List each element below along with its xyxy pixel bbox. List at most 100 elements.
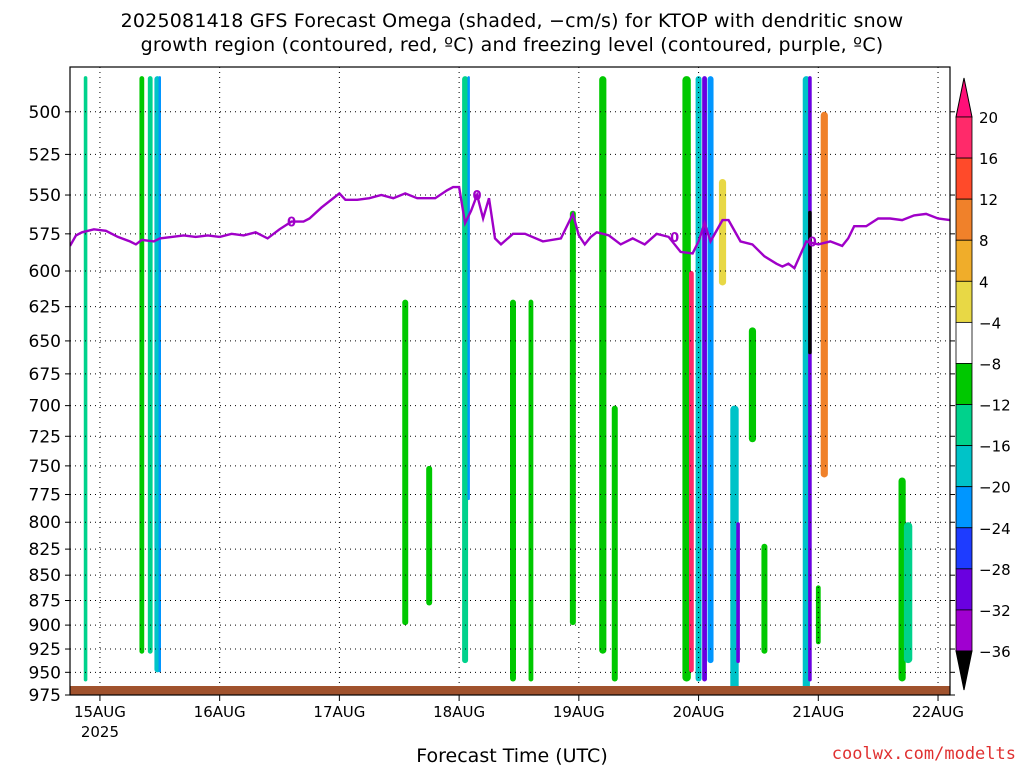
y-tick-label: 825 [29,540,61,560]
colorbar-label: −28 [979,561,1011,579]
colorbar-label: 4 [979,273,989,291]
omega-cell [95,76,100,328]
omega-cell [467,76,470,501]
colorbar-band [955,527,973,570]
omega-cell [682,76,691,682]
omega-cell [139,76,145,654]
omega-cell [648,210,654,478]
colorbar-band [955,609,973,652]
x-axis-ticks: 15AUG 16AUG 17AUG 18AUG 19AUG 20AUG 21AUG 22AUG… [74,695,964,741]
colorbar-band [955,116,973,159]
y-tick-label: 850 [29,566,61,586]
omega-cell [83,76,88,682]
freezing-level-label: 0 [287,216,296,231]
x-tick-label: 15AUG [74,703,126,721]
x-tick-label: 20AUG [673,703,725,721]
omega-cell [510,299,516,682]
y-tick-label: 625 [29,298,61,318]
colorbar-label: −4 [979,314,1001,332]
omega-cell [923,354,929,478]
omega-cell [748,327,757,443]
omega-cell [933,564,938,596]
omega-cell [134,76,138,155]
y-tick-label: 550 [29,186,61,206]
y-tick-label: 975 [29,686,61,706]
omega-cell [707,76,714,664]
omega-cell [761,543,768,654]
omega-cell [169,76,175,406]
chart-title-line-2: growth region (contoured, red, ºC) and f… [140,34,884,56]
colorbar-band [955,486,973,529]
freezing-level-label: 0 [670,231,679,246]
colorbar-band [955,568,973,611]
omega-cell [903,522,913,664]
omega-cell [158,76,161,673]
colorbar-label: −24 [979,520,1011,538]
x-tick-label: 19AUG [553,703,605,721]
colorbar-band [955,198,973,241]
omega-cell [402,299,409,626]
omega-cell [389,271,397,664]
omega-cell [528,299,534,682]
colorbar-label: −12 [979,397,1011,415]
colorbar-band [955,363,973,405]
y-tick-label: 950 [29,663,61,683]
omega-cell [569,210,576,626]
x-tick-label: 21AUG [792,703,844,721]
omega-cell [808,210,812,355]
colorbar-band [955,157,973,200]
y-tick-label: 650 [29,332,61,352]
colorbar-label: 20 [979,109,998,127]
ground-surface [70,686,950,695]
y-tick-label: 925 [29,640,61,660]
colorbar-band [955,280,973,323]
watermark-link[interactable]: coolwx.com/modelts [831,744,1016,764]
y-tick-label: 900 [29,616,61,636]
colorbar-bottom-arrow [955,650,973,691]
omega-cell [666,271,672,626]
x-tick-label: 16AUG [194,703,246,721]
x-tick-label: 17AUG [313,703,365,721]
omega-cell [147,76,153,654]
y-tick-label: 500 [29,103,61,123]
colorbar-label: 12 [979,191,998,209]
omega-cell [372,210,378,328]
omega-cell [635,76,643,596]
omega-cell [462,76,469,664]
y-axis-ticks: 500 525 550 575 600 625 650 675 700 725 750 775 800 8… [29,103,955,706]
omega-cell [815,585,821,645]
chart-title-line-1: 2025081418 GFS Forecast Omega (shaded, −… [120,10,904,32]
omega-cell [552,162,558,443]
omega-cell [611,405,618,682]
omega-cell [492,210,498,431]
colorbar: 20 16 12 8 4 −4 −8 −12 −16 −20 −24 −28 −32 −36 [955,77,1011,691]
colorbar-label: −8 [979,355,1001,373]
omega-cell [695,76,702,682]
colorbar-band [955,404,973,447]
omega-cell [426,465,433,606]
x-axis-title: Forecast Time (UTC) [416,745,608,767]
colorbar-label: −20 [979,479,1011,497]
y-tick-label: 675 [29,365,61,385]
y-tick-label: 525 [29,145,61,165]
freezing-level-label: 0 [473,189,482,204]
y-tick-label: 800 [29,513,61,533]
omega-cell [718,179,727,286]
omega-cell [599,76,607,654]
plot-frame [69,66,951,696]
colorbar-label: −16 [979,438,1011,456]
colorbar-band [955,239,973,282]
omega-shading [83,76,938,695]
freezing-level-label: 0 [808,235,817,250]
y-tick-label: 725 [29,427,61,447]
colorbar-label: −36 [979,643,1011,661]
omega-cell [808,76,812,682]
y-tick-label: 575 [29,225,61,245]
y-tick-label: 600 [29,262,61,282]
omega-cell [289,210,294,501]
y-tick-label: 875 [29,591,61,611]
omega-cell [736,522,740,664]
colorbar-label: −32 [979,602,1011,620]
y-tick-label: 775 [29,486,61,506]
